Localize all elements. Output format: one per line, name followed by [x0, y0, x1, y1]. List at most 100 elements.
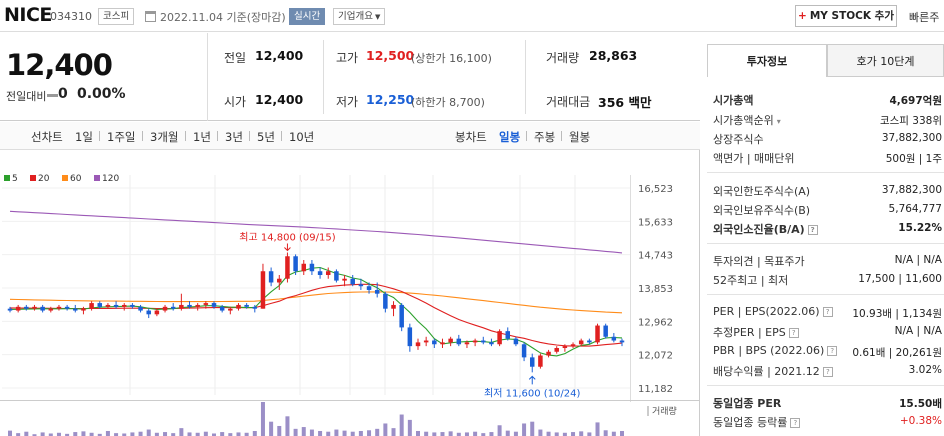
volume-bar [65, 433, 70, 436]
candle-body [383, 293, 388, 309]
volume-bar [40, 432, 45, 436]
volume-bar [122, 433, 127, 436]
volume-bar [318, 430, 323, 436]
tab-investment-info[interactable]: 투자정보 [707, 44, 827, 77]
quick-order-link[interactable]: 빠른주 [909, 11, 940, 24]
volume-bar [383, 423, 388, 436]
period-5y[interactable]: 5년 [257, 130, 275, 144]
tab-order-book[interactable]: 호가 10단계 [827, 44, 944, 77]
candle-body [277, 278, 282, 283]
info-label-text: 상장주식수 [713, 133, 764, 146]
help-icon[interactable]: ? [788, 328, 799, 338]
info-value: 10.93배 | 1,134원 [852, 308, 942, 320]
change-percent: 0.00% [77, 86, 126, 102]
volume-bar [554, 432, 559, 436]
divider [707, 385, 944, 386]
info-value: 0.61배 | 20,261원 [852, 347, 942, 359]
volume-bar [269, 421, 274, 436]
period-3y[interactable]: 3년 [225, 130, 243, 144]
candle-body [309, 263, 315, 272]
volume-bar [203, 431, 208, 436]
info-value: 37,882,300 [881, 184, 942, 196]
price-summary [0, 33, 700, 121]
candle-body [293, 256, 298, 272]
candle-body [578, 340, 584, 345]
candle-weekly[interactable]: 주봉 [534, 130, 556, 144]
info-label-text: 동일업종 PER [713, 397, 782, 410]
candle-body [358, 284, 364, 287]
volume-bar [489, 432, 494, 436]
volume-bar [546, 431, 551, 436]
candle-body [521, 344, 527, 358]
divider [525, 40, 526, 114]
candle-body [587, 340, 592, 343]
realtime-button[interactable]: 실시간 [289, 8, 326, 25]
candle-body [481, 340, 486, 343]
amount-label: 거래대금 [546, 95, 591, 109]
price-chart[interactable]: 16,523 15,633 14,743 13,853 12,962 12,072 11,1… [0, 150, 700, 436]
info-value: N/A | N/A [894, 254, 942, 266]
candle-body [48, 308, 54, 311]
candle-body [464, 342, 470, 345]
period-1w[interactable]: 1주일 [107, 130, 136, 144]
info-label: 시가총액순위 ▾ [713, 112, 781, 128]
y-tick-label: 11,182 [638, 384, 673, 395]
volume-bar [350, 431, 355, 436]
candle-body [179, 304, 184, 309]
info-label-text: 추정PER | EPS [713, 326, 786, 339]
help-icon[interactable]: ? [822, 367, 833, 377]
arrow-down-icon [284, 243, 291, 252]
candle-body [130, 304, 135, 307]
info-value: +0.38% [899, 415, 942, 427]
divider [707, 172, 944, 173]
low-annotation: 최저 11,600 (10/24) [484, 387, 580, 399]
company-overview-dropdown[interactable]: 기업개요 ▼ [333, 8, 386, 25]
help-icon[interactable]: ? [790, 418, 801, 428]
help-icon[interactable]: ? [807, 225, 818, 235]
volume-bar [358, 430, 363, 436]
volume-bar [603, 430, 608, 436]
legend-label: 60 [70, 174, 82, 184]
divider [217, 131, 218, 141]
info-label-text: 외국인소진율(B/A) [713, 223, 805, 236]
info-label: 시가총액 [713, 92, 753, 108]
candle-daily[interactable]: 일봉 [499, 130, 521, 144]
volume-bar [424, 431, 429, 436]
candle-body [554, 348, 559, 352]
low-label: 저가 [336, 95, 359, 109]
volume-bar [456, 432, 461, 436]
period-10y[interactable]: 10년 [289, 130, 315, 144]
period-1d[interactable]: 1일 [75, 130, 93, 144]
volume-bar [48, 433, 53, 436]
candle-body [73, 308, 78, 311]
volume-bar [89, 432, 94, 436]
info-value: 500원 | 1주 [885, 153, 942, 165]
add-my-stock-button[interactable]: + MY STOCK 추가 [795, 5, 897, 27]
info-label-text: PBR | BPS (2022.06) [713, 344, 825, 357]
volume-label: 거래량 [652, 405, 677, 417]
candle-body [24, 306, 29, 309]
calendar-icon [145, 11, 156, 22]
info-label: 외국인소진율(B/A)? [713, 221, 818, 237]
line-chart-label: 선차트 [31, 130, 63, 144]
candle-body [40, 306, 45, 311]
help-icon[interactable]: ? [827, 346, 838, 356]
quote-date: 2022.11.04 기준(장마감) [160, 11, 286, 24]
chevron-down-icon[interactable]: ▾ [776, 117, 781, 126]
arrow-up-icon [528, 375, 536, 385]
candle-body [162, 306, 168, 311]
period-3m[interactable]: 3개월 [150, 130, 179, 144]
candle-body [440, 342, 445, 345]
candle-body [89, 303, 94, 309]
candle-monthly[interactable]: 월봉 [569, 130, 591, 144]
candle-body [399, 304, 404, 328]
help-icon[interactable]: ? [822, 307, 833, 317]
candle-body [81, 308, 86, 311]
lower-limit: (하한가 8,700) [411, 96, 485, 109]
info-label: PBR | BPS (2022.06)? [713, 344, 838, 357]
candle-body [374, 289, 380, 294]
volume-bar [473, 431, 478, 436]
period-1y[interactable]: 1년 [193, 130, 211, 144]
ma-line-ma60 [9, 291, 623, 314]
candle-body [15, 306, 21, 311]
